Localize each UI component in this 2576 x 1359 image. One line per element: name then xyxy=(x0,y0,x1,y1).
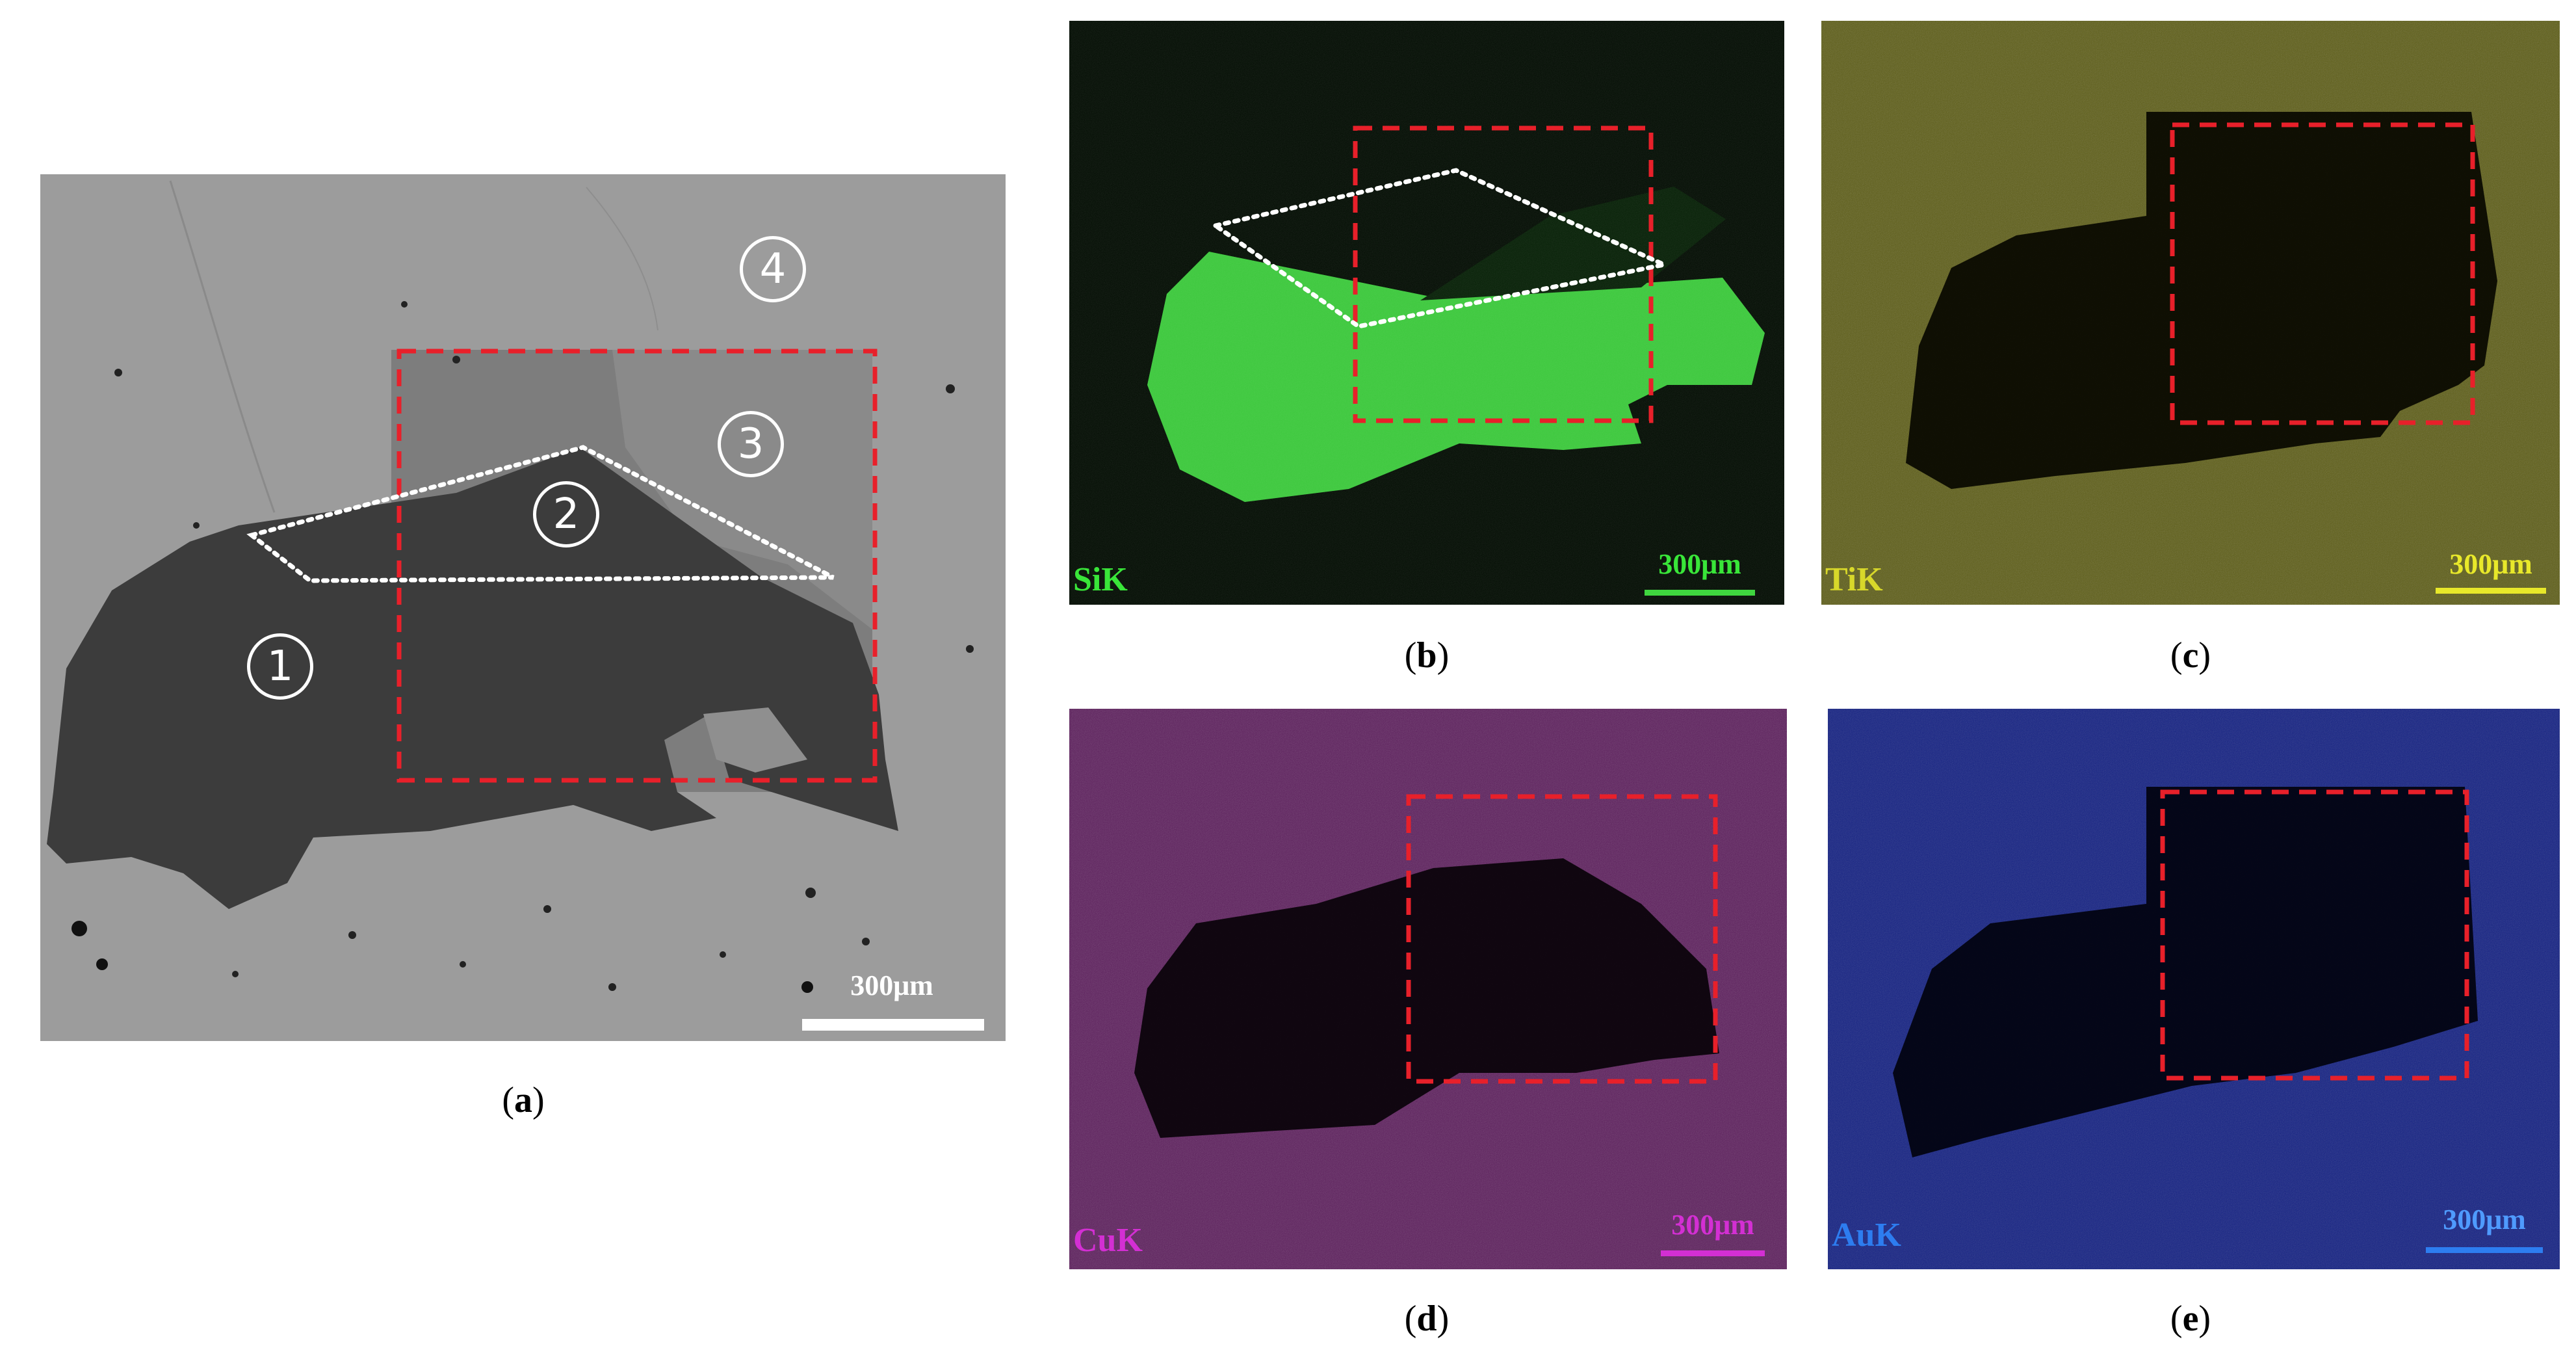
analysis-box xyxy=(397,349,878,783)
scale-bar-e-label: 300μm xyxy=(2443,1204,2526,1235)
panel-c-tik-map: TiK 300μm xyxy=(1821,21,2560,605)
region-2-outline xyxy=(1210,168,1672,329)
auk-map-drawing xyxy=(1828,709,2560,1269)
analysis-box xyxy=(1353,125,1654,423)
panel-b-sik-map: SiK 300μm xyxy=(1069,21,1784,605)
scale-bar-d-label: 300μm xyxy=(1671,1209,1754,1241)
region-label-4: 4 xyxy=(740,236,806,302)
auk-shadow-area xyxy=(1893,787,2478,1157)
caption-b: (b) xyxy=(1404,635,1450,676)
panel-a-sem-image: 300μm 1 2 3 4 xyxy=(40,174,1006,1041)
scale-bar-b-label: 300μm xyxy=(1658,548,1741,580)
scale-bar-a-label: 300μm xyxy=(850,970,933,1001)
tik-map-drawing xyxy=(1821,21,2560,605)
sik-map-drawing xyxy=(1069,21,1784,605)
cuk-map-drawing xyxy=(1069,709,1787,1269)
caption-e: (e) xyxy=(2170,1299,2211,1339)
element-label-d: CuK xyxy=(1073,1222,1143,1259)
tik-shadow-area xyxy=(1906,112,2497,489)
cuk-shadow-area xyxy=(1134,858,1719,1138)
caption-c: (c) xyxy=(2170,635,2211,676)
caption-d: (d) xyxy=(1404,1299,1450,1339)
scale-bar-d-line xyxy=(1661,1250,1765,1256)
analysis-box xyxy=(1406,794,1718,1084)
scale-bar-e-line xyxy=(2426,1247,2543,1253)
scale-bar-c-label: 300μm xyxy=(2449,548,2532,580)
scale-bar-a-line xyxy=(802,1019,984,1031)
region-label-2: 2 xyxy=(533,481,599,548)
region-label-1: 1 xyxy=(247,633,313,700)
scale-bar-b-line xyxy=(1645,590,1755,596)
sem-image-drawing xyxy=(40,174,1006,1041)
scale-bar-c-line xyxy=(2436,588,2546,594)
caption-a: (a) xyxy=(502,1080,545,1120)
region-2-outline xyxy=(246,445,835,583)
element-label-c: TiK xyxy=(1825,561,1883,598)
analysis-box xyxy=(2170,122,2475,425)
panel-e-auk-map: AuK 300μm xyxy=(1828,709,2560,1269)
element-label-e: AuK xyxy=(1832,1217,1901,1254)
panel-d-cuk-map: CuK 300μm xyxy=(1069,709,1787,1269)
dark-substrate-body xyxy=(47,447,898,909)
region-label-3: 3 xyxy=(718,411,784,477)
element-label-b: SiK xyxy=(1073,561,1128,598)
analysis-box xyxy=(2160,789,2469,1081)
